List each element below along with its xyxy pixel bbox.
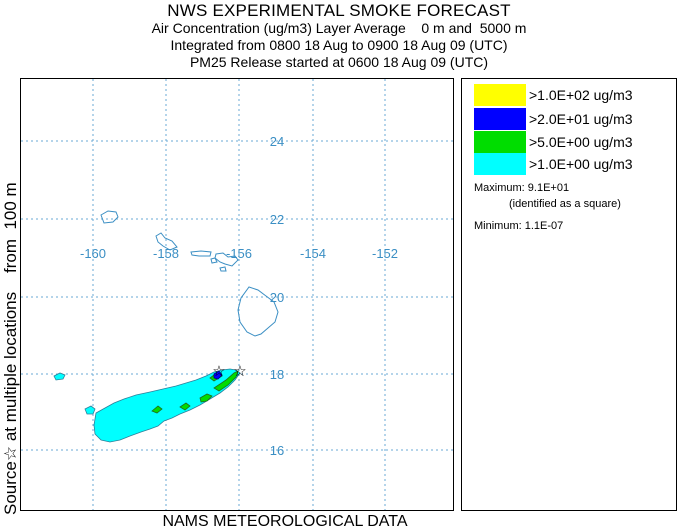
grid-labels: -160 -158 -156 -154 -152 24 22 20 18 16 xyxy=(80,134,398,458)
integration-period: Integrated from 0800 18 Aug to 0900 18 A… xyxy=(170,37,508,53)
lon-label: -158 xyxy=(153,246,179,261)
smoke-plume-cyan xyxy=(93,368,241,443)
smoke-patch-cyan xyxy=(53,372,66,381)
legend-swatch xyxy=(474,108,526,130)
legend-swatch xyxy=(474,131,526,153)
legend-label: >2.0E+01 ug/m3 xyxy=(529,111,633,127)
concentration-description: Air Concentration (ug/m3) Layer Average … xyxy=(151,20,527,36)
lat-label: 18 xyxy=(270,367,284,382)
legend-swatch xyxy=(474,84,526,106)
maximum-value: Maximum: 9.1E+01 xyxy=(474,182,570,194)
source-star-icon: ☆ xyxy=(212,362,225,380)
source-markers: ☆ ☆ xyxy=(212,362,246,380)
coastlines xyxy=(100,210,279,337)
lon-label: -152 xyxy=(372,246,398,261)
coast-molokai xyxy=(190,250,212,257)
coast-maui xyxy=(214,252,239,267)
legend-label: >5.0E+00 ug/m3 xyxy=(529,134,633,150)
graticule xyxy=(21,79,453,510)
data-source-footer: NAMS METEOROLOGICAL DATA xyxy=(162,513,408,530)
coast-lanai xyxy=(210,257,218,264)
legend-swatch xyxy=(474,153,526,175)
coast-kahoolawe xyxy=(219,266,227,272)
lon-label: -154 xyxy=(300,246,326,261)
source-label: Source☆ at multiple locations from 100 m xyxy=(1,182,20,515)
lon-label: -160 xyxy=(80,246,106,261)
source-star-icon: ☆ xyxy=(233,362,246,380)
smoke-plume-blue xyxy=(213,370,223,380)
coast-kauai xyxy=(100,210,119,224)
map-frame xyxy=(20,78,454,511)
minimum-value: Minimum: 1.1E-07 xyxy=(474,220,564,232)
coast-hawaii xyxy=(237,286,279,337)
release-info: PM25 Release started at 0600 18 Aug 09 (… xyxy=(189,54,489,70)
lon-label: -156 xyxy=(226,246,252,261)
lat-label: 24 xyxy=(270,134,284,149)
legend-panel: >1.0E+02 ug/m3 >2.0E+01 ug/m3 >5.0E+00 u… xyxy=(461,78,677,511)
lat-label: 22 xyxy=(270,212,284,227)
maximum-note: (identified as a square) xyxy=(509,198,621,210)
smoke-patch-cyan xyxy=(84,405,96,415)
forecast-title: NWS EXPERIMENTAL SMOKE FORECAST xyxy=(167,1,511,20)
legend-label: >1.0E+02 ug/m3 xyxy=(529,87,633,103)
lat-label: 20 xyxy=(270,290,284,305)
coast-oahu xyxy=(155,232,178,251)
lat-label: 16 xyxy=(270,443,284,458)
legend-label: >1.0E+00 ug/m3 xyxy=(529,156,633,172)
